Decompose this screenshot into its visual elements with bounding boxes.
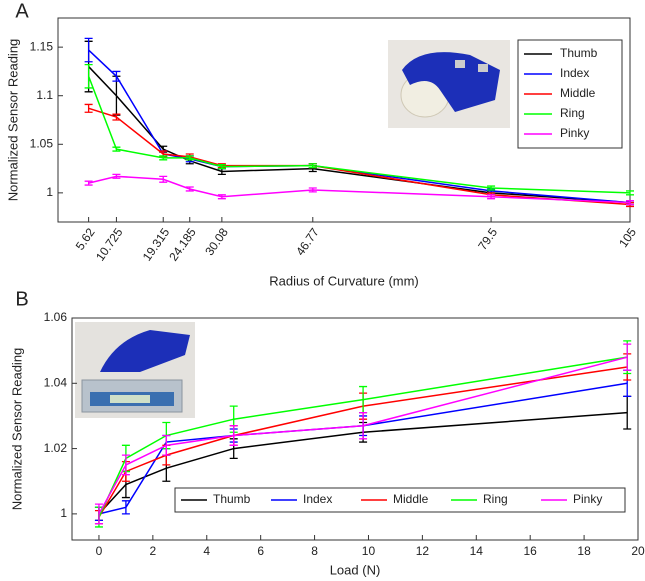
x-tick-label: 46.77 [293, 225, 322, 258]
plot-frame [57, 17, 631, 223]
y-axis-label: Normalized Sensor Reading [5, 39, 20, 202]
error-bar [229, 425, 238, 446]
x-tick-label: 18 [577, 544, 591, 558]
x-tick-label: 0 [96, 544, 103, 558]
x-tick-label: 105 [616, 225, 639, 250]
x-tick-label: 6 [257, 544, 264, 558]
error-bar [185, 186, 194, 192]
x-tick-label: 30.08 [202, 225, 231, 258]
y-tick-label: 1 [46, 185, 53, 199]
error-bar [84, 180, 93, 186]
legend-label: Ring [560, 106, 585, 120]
series-line [88, 107, 631, 206]
panel-label: B [15, 288, 28, 310]
x-tick-label: 12 [416, 544, 430, 558]
error-bar [359, 412, 368, 440]
panel-label: A [15, 0, 29, 22]
error-bar [217, 194, 226, 200]
legend-label: Pinky [560, 126, 589, 140]
y-axis-label: Normalized Sensor Reading [9, 348, 24, 511]
x-tick-label: 10.725 [93, 225, 126, 263]
error-bar [217, 164, 226, 170]
x-tick-label: 4 [203, 544, 210, 558]
x-tick-label: 16 [524, 544, 538, 558]
x-tick-label: 2 [150, 544, 157, 558]
legend-label: Index [303, 492, 332, 506]
error-bar [626, 199, 634, 206]
x-tick-label: 79.5 [475, 225, 500, 252]
error-bar [308, 163, 317, 169]
error-bar [112, 173, 121, 179]
y-tick-label: 1 [60, 506, 67, 520]
x-axis-label: Radius of Curvature (mm) [269, 273, 419, 288]
photo-inset-b [75, 322, 195, 418]
legend-label: Middle [393, 492, 429, 506]
plot-frame [71, 317, 639, 541]
y-tick-label: 1.04 [44, 375, 68, 389]
y-tick-label: 1.02 [44, 441, 68, 455]
x-tick-label: 10 [362, 544, 376, 558]
error-bar [112, 146, 121, 152]
error-bar [121, 500, 130, 515]
error-bar [159, 175, 168, 183]
error-bar [84, 63, 93, 89]
error-bar [112, 113, 121, 121]
series-line [98, 366, 628, 518]
x-tick-label: 8 [311, 544, 318, 558]
x-axis-label: Load (N) [330, 562, 381, 577]
series-line [98, 382, 628, 515]
series-line [98, 356, 628, 518]
error-bar [159, 155, 168, 161]
error-bar [94, 503, 103, 525]
legend-label: Thumb [560, 46, 598, 60]
error-bar [308, 187, 317, 193]
y-tick-label: 1.15 [30, 39, 54, 53]
error-bar [121, 454, 130, 476]
error-bar [487, 185, 496, 191]
series-line [88, 66, 631, 204]
y-tick-label: 1.05 [30, 136, 54, 150]
legend-label: Index [560, 66, 589, 80]
error-bar [162, 434, 171, 456]
legend-label: Ring [483, 492, 508, 506]
y-tick-label: 1.06 [44, 310, 68, 324]
photo-inset-a [388, 40, 510, 128]
legend-label: Pinky [573, 492, 602, 506]
x-tick-label: 20 [631, 544, 645, 558]
series-line [98, 411, 628, 515]
error-bar [84, 103, 93, 113]
error-bar [487, 194, 496, 200]
x-tick-label: 5.62 [73, 225, 98, 252]
y-tick-label: 1.1 [36, 88, 53, 102]
x-tick-label: 14 [470, 544, 484, 558]
x-tick-label: 19.315 [140, 225, 173, 263]
series-line [88, 175, 631, 204]
series-line [98, 356, 628, 515]
error-bar [112, 70, 121, 82]
legend-label: Thumb [213, 492, 251, 506]
legend-label: Middle [560, 86, 596, 100]
error-bar [626, 190, 634, 196]
error-bar [623, 343, 632, 371]
error-bar [84, 37, 93, 63]
error-bar [185, 155, 194, 161]
series-line [87, 76, 631, 194]
x-tick-label: 24.185 [166, 225, 199, 263]
